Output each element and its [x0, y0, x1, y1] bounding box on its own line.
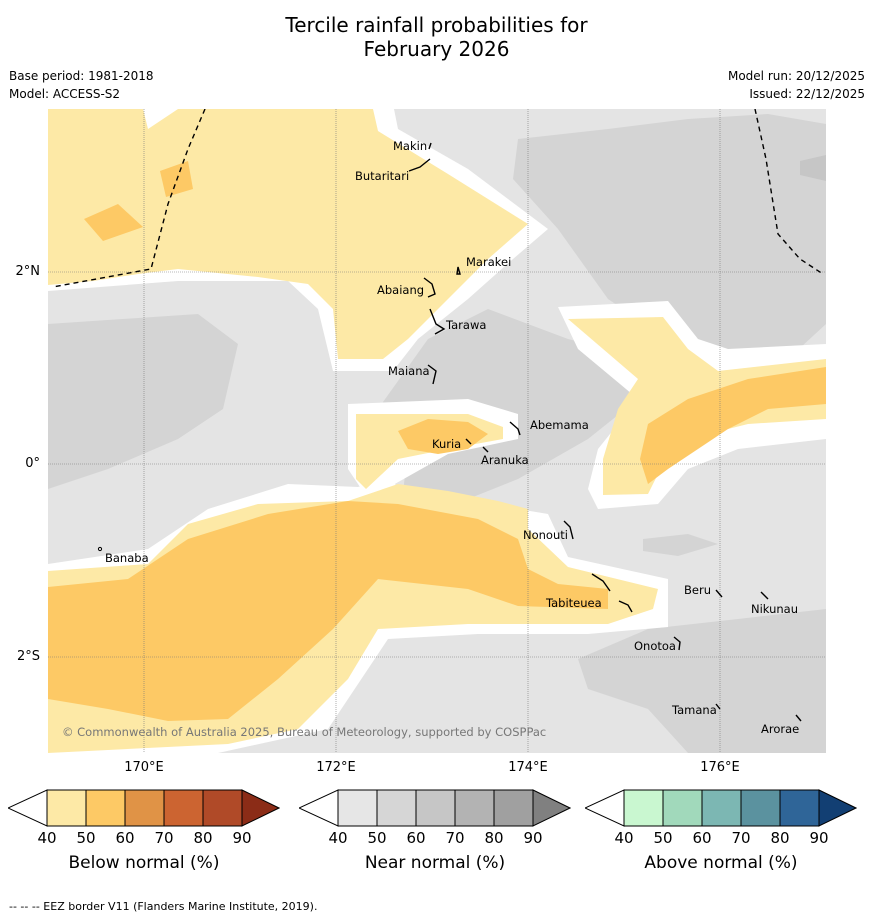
cbar-above-label: Above normal (%)	[644, 853, 798, 873]
lat-label-0: 0°	[25, 456, 40, 471]
cbar-below-tick-90: 90	[232, 829, 252, 847]
place-label-marakei: Marakei	[466, 255, 512, 269]
place-label-nonouti: Nonouti	[523, 528, 568, 542]
below-normal-50-east	[640, 367, 826, 484]
base-period: Base period: 1981-2018	[9, 69, 154, 83]
place-label-tabiteuea: Tabiteuea	[546, 596, 602, 610]
cbar-below-tick-70: 70	[154, 829, 174, 847]
cbar-below-tick-80: 80	[193, 829, 213, 847]
cbar-near-tick-40: 40	[328, 829, 348, 847]
cbar-above-tick-80: 80	[770, 829, 790, 847]
eez-border	[52, 109, 824, 288]
place-label-abemama: Abemama	[530, 418, 589, 432]
model-run: Model run: 20/12/2025	[727, 69, 865, 83]
below-normal-50-south	[48, 501, 608, 721]
cbar-above-tick-40: 40	[614, 829, 634, 847]
place-label-kuria: Kuria	[432, 437, 462, 451]
near-normal-60-spot	[800, 155, 826, 181]
cbar-near-tick-80: 80	[484, 829, 504, 847]
place-label-beru: Beru	[684, 583, 711, 597]
cbar-near-label: Near normal (%)	[364, 853, 506, 873]
islands	[408, 142, 802, 722]
near-normal-50-west	[48, 314, 238, 489]
place-label-maiana: Maiana	[388, 364, 430, 378]
issued-date: Issued: 22/12/2025	[749, 87, 865, 101]
lon-label-174e: 174°E	[508, 760, 548, 775]
model-name: Model: ACCESS-S2	[9, 87, 121, 101]
cbar-near-tick-70: 70	[445, 829, 465, 847]
place-label-tarawa: Tarawa	[446, 318, 487, 332]
lon-label-172e: 172°E	[316, 760, 356, 775]
colorbar-near-normal	[299, 789, 571, 827]
eez-legend-note: -- -- -- EEZ border V11 (Flanders Marine…	[9, 900, 318, 913]
cbar-below-label: Below normal (%)	[68, 853, 220, 873]
place-label-tamana: Tamana	[672, 703, 717, 717]
colorbar-above-normal	[585, 789, 857, 827]
cbar-below-tick-50: 50	[76, 829, 96, 847]
cbar-below-tick-40: 40	[37, 829, 57, 847]
near-normal-50-ne	[513, 114, 826, 364]
near-normal-50-small	[643, 534, 718, 556]
place-label-arorae: Arorae	[761, 722, 800, 736]
cbar-above-tick-70: 70	[731, 829, 751, 847]
map-title-line1: Tercile rainfall probabilities for	[285, 13, 588, 37]
cbar-near-tick-90: 90	[523, 829, 543, 847]
cbar-below-tick-60: 60	[115, 829, 135, 847]
place-label-aranuka: Aranuka	[481, 453, 529, 467]
cbar-near-tick-50: 50	[367, 829, 387, 847]
copyright-notice: © Commonwealth of Australia 2025, Bureau…	[62, 725, 547, 739]
cbar-above-tick-90: 90	[809, 829, 829, 847]
lon-label-176e: 176°E	[700, 760, 740, 775]
lat-label-2n: 2°N	[15, 264, 41, 279]
colorbar-below-normal	[8, 789, 280, 827]
place-label-banaba: Banaba	[105, 551, 149, 565]
place-label-abaiang: Abaiang	[377, 283, 425, 297]
map-title-line2: February 2026	[363, 37, 510, 61]
cbar-near-tick-60: 60	[406, 829, 426, 847]
cbar-above-tick-50: 50	[653, 829, 673, 847]
cbar-above-tick-60: 60	[692, 829, 712, 847]
below-normal-50-north-a	[84, 204, 143, 241]
place-label-nikunau: Nikunau	[751, 602, 799, 616]
below-normal-50-center	[398, 419, 488, 454]
graticule	[48, 109, 826, 753]
near-normal-50-se	[578, 609, 826, 753]
place-label-butaritari: Butaritari	[355, 169, 410, 183]
place-label-makin: Makin	[393, 139, 428, 153]
lat-label-2s: 2°S	[16, 649, 40, 664]
place-label-onotoa: Onotoa	[634, 639, 676, 653]
lon-label-170e: 170°E	[124, 760, 164, 775]
rainfall-map	[48, 109, 826, 753]
